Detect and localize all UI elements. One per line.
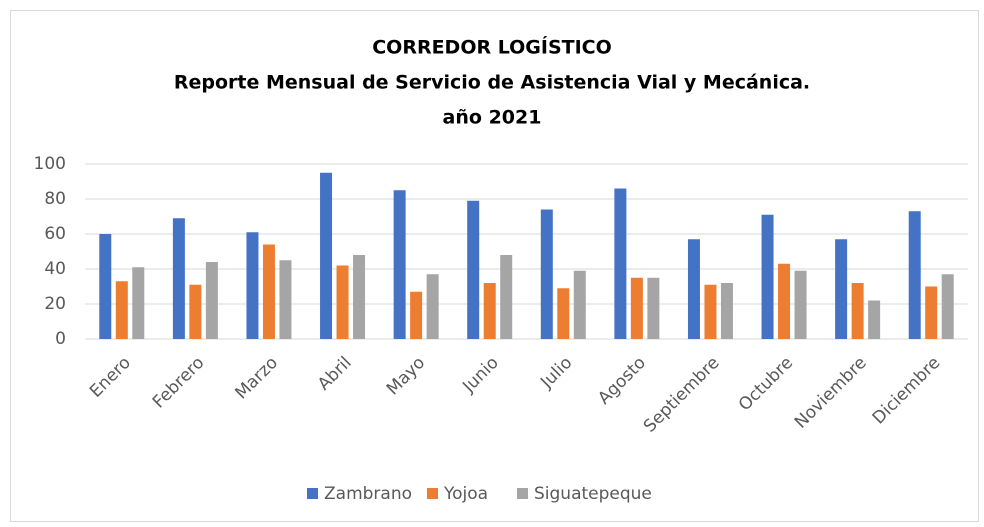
bar bbox=[353, 255, 366, 339]
chart-title: año 2021 bbox=[443, 107, 542, 129]
bar bbox=[614, 188, 627, 339]
bar bbox=[868, 300, 881, 339]
legend-swatch bbox=[517, 488, 528, 499]
bar bbox=[778, 263, 791, 339]
legend-swatch bbox=[427, 488, 438, 499]
bar bbox=[704, 284, 717, 339]
bar bbox=[483, 283, 496, 339]
bar bbox=[410, 291, 423, 339]
bar bbox=[925, 286, 938, 339]
bar bbox=[647, 277, 660, 339]
y-tick-label: 40 bbox=[44, 259, 66, 279]
y-tick-label: 60 bbox=[44, 224, 66, 244]
chart-frame bbox=[10, 10, 979, 522]
legend-label: Yojoa bbox=[443, 484, 488, 504]
y-tick-label: 0 bbox=[55, 329, 66, 349]
bar bbox=[320, 172, 333, 339]
bar bbox=[500, 255, 513, 339]
y-tick-label: 80 bbox=[44, 189, 66, 209]
bar bbox=[336, 265, 349, 339]
bar bbox=[851, 283, 864, 339]
bar bbox=[941, 274, 954, 339]
bar bbox=[99, 234, 112, 339]
bar bbox=[262, 244, 275, 339]
legend-label: Zambrano bbox=[324, 484, 412, 504]
legend-label: Siguatepeque bbox=[534, 484, 652, 504]
chart-title: Reporte Mensual de Servicio de Asistenci… bbox=[174, 72, 810, 94]
bar bbox=[908, 211, 921, 339]
bar bbox=[835, 239, 848, 339]
bar bbox=[467, 200, 480, 339]
bar bbox=[687, 239, 700, 339]
bar bbox=[246, 232, 259, 339]
bar bbox=[172, 218, 185, 339]
bar bbox=[720, 283, 733, 339]
y-tick-label: 20 bbox=[44, 294, 66, 314]
legend-swatch bbox=[307, 488, 318, 499]
bar bbox=[573, 270, 586, 339]
bar bbox=[279, 260, 292, 339]
chart-title: CORREDOR LOGÍSTICO bbox=[372, 36, 612, 59]
bar bbox=[426, 274, 439, 339]
bar bbox=[761, 214, 774, 339]
bar bbox=[630, 277, 643, 339]
bar bbox=[540, 209, 553, 339]
bar bbox=[132, 267, 145, 339]
bar bbox=[393, 190, 406, 339]
bar bbox=[205, 262, 218, 339]
bar bbox=[794, 270, 807, 339]
y-tick-label: 100 bbox=[34, 154, 66, 174]
bar bbox=[557, 288, 570, 339]
bar bbox=[189, 284, 202, 339]
bar bbox=[115, 281, 128, 339]
